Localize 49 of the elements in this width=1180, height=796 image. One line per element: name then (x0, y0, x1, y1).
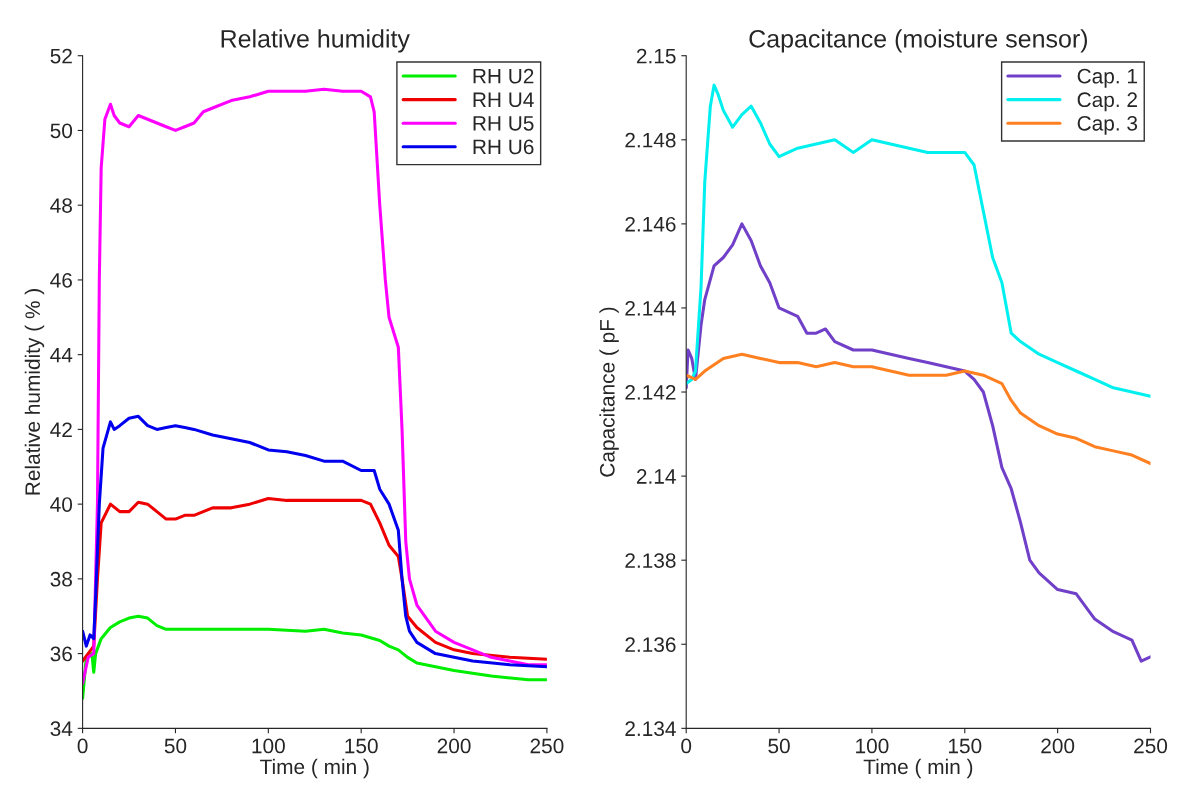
y-tick-label: 34 (50, 721, 73, 737)
y-tick-label: 44 (50, 347, 73, 363)
y-tick-label: 2.138 (625, 553, 676, 568)
line-series (686, 352, 1151, 466)
x-tick-label: 0 (681, 738, 692, 754)
legend-label: RH U2 (473, 68, 534, 84)
legend-label: Cap. 2 (1077, 92, 1137, 112)
x-tick-label: 200 (437, 738, 471, 754)
line-series (686, 222, 1151, 663)
y-tick-label: 46 (50, 272, 72, 288)
x-tick-label: 100 (856, 738, 889, 754)
y-tick-label: 40 (50, 497, 73, 512)
x-axis-title: Time ( min ) (260, 758, 369, 779)
y-tick-label: 52 (50, 48, 72, 64)
x-tick-label: 50 (768, 738, 790, 754)
x-tick-label: 150 (345, 738, 378, 754)
x-tick-label: 250 (1134, 738, 1168, 754)
y-axis-title: Relative humidity ( % ) (24, 289, 45, 495)
y-tick-label: 48 (50, 198, 72, 213)
line-series (82, 614, 547, 700)
y-tick-label: 2.14 (636, 469, 676, 484)
legend-label: Cap. 1 (1077, 68, 1137, 88)
y-tick-label: 36 (50, 646, 72, 662)
legend-label: RH U5 (473, 116, 534, 131)
x-tick-label: 200 (1041, 738, 1075, 754)
legend-label: Cap. 3 (1077, 115, 1138, 135)
legend-label: RH U6 (473, 139, 534, 155)
x-tick-label: 100 (252, 738, 285, 754)
y-tick-label: 38 (50, 571, 72, 587)
y-tick-label: 2.136 (625, 637, 676, 653)
x-tick-label: 0 (77, 738, 88, 754)
line-series (82, 414, 547, 669)
x-tick-label: 250 (530, 738, 564, 754)
chart-title: Relative humidity (221, 29, 410, 53)
y-tick-label: 2.134 (625, 721, 676, 737)
line-series (82, 87, 547, 686)
x-tick-label: 150 (948, 738, 982, 754)
chart-title: Capacitance (moisture sensor) (749, 29, 1088, 53)
legend-label: RH U4 (473, 92, 534, 108)
y-tick-label: 2.146 (625, 216, 676, 232)
y-tick-label: 2.148 (625, 132, 676, 148)
x-tick-label: 50 (164, 738, 187, 754)
y-axis-title: Capacitance ( pF ) (599, 307, 619, 477)
y-tick-label: 2.142 (625, 385, 676, 400)
y-tick-label: 42 (50, 422, 72, 437)
y-tick-label: 2.144 (625, 300, 676, 316)
y-tick-label: 2.15 (636, 48, 676, 64)
y-tick-label: 50 (50, 123, 73, 139)
x-axis-title: Time ( min ) (863, 758, 973, 779)
